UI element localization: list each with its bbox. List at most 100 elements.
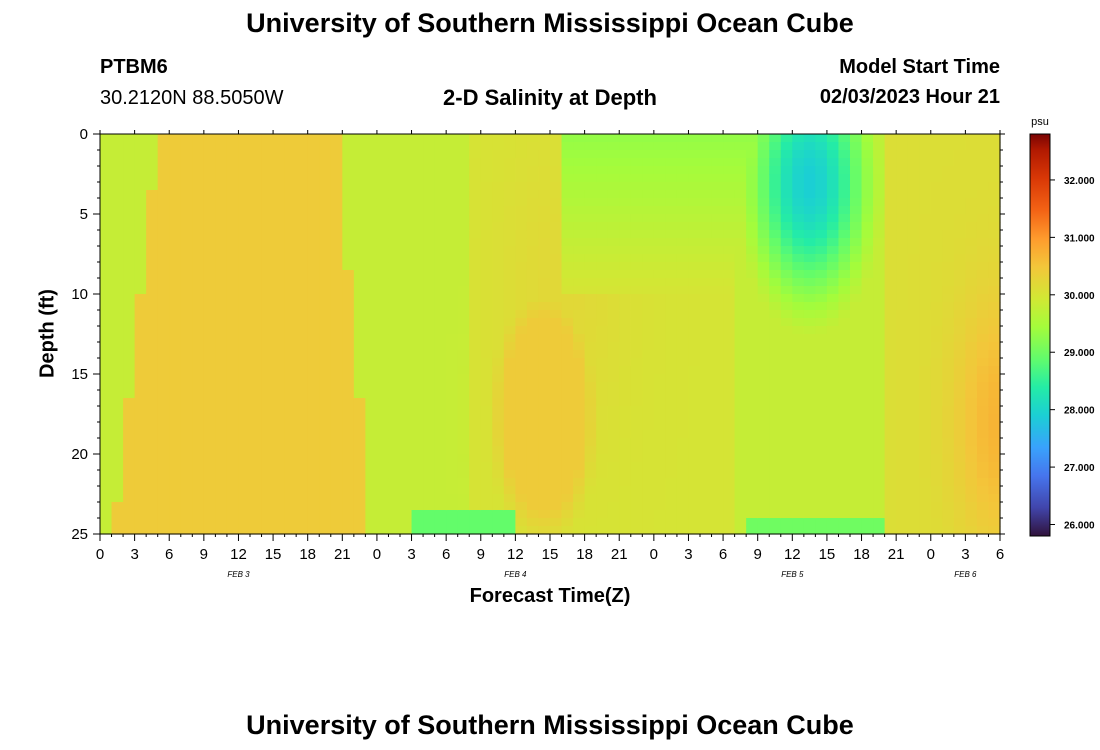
heatmap-cell (561, 302, 574, 311)
heatmap-cell (284, 510, 297, 519)
heatmap-cell (619, 382, 632, 391)
heatmap-cell (503, 486, 516, 495)
heatmap-cell (423, 142, 436, 151)
heatmap-cell (330, 430, 343, 439)
heatmap-cell (342, 246, 355, 255)
heatmap-cell (953, 310, 966, 319)
heatmap-cell (884, 214, 897, 223)
heatmap-cell (330, 262, 343, 271)
heatmap-cell (215, 518, 228, 527)
heatmap-cell (780, 502, 793, 511)
heatmap-cell (100, 190, 113, 199)
heatmap-cell (400, 454, 413, 463)
heatmap-cell (561, 286, 574, 295)
heatmap-cell (146, 254, 159, 263)
heatmap-cell (838, 510, 851, 519)
heatmap-cell (700, 302, 713, 311)
heatmap-cell (480, 310, 493, 319)
heatmap-cell (573, 350, 586, 359)
heatmap-cell (711, 350, 724, 359)
heatmap-cell (723, 302, 736, 311)
heatmap-cell (296, 374, 309, 383)
heatmap-cell (123, 390, 136, 399)
heatmap-cell (423, 462, 436, 471)
heatmap-cell (423, 206, 436, 215)
heatmap-cell (492, 326, 505, 335)
heatmap-cell (711, 214, 724, 223)
heatmap-cell (353, 270, 366, 279)
x-tick-label: 9 (200, 546, 208, 563)
heatmap-cell (250, 454, 263, 463)
heatmap-cell (919, 166, 932, 175)
heatmap-cell (111, 486, 124, 495)
heatmap-cell (861, 398, 874, 407)
heatmap-cell (307, 198, 320, 207)
heatmap-cell (723, 494, 736, 503)
heatmap-cell (169, 518, 182, 527)
heatmap-cell (896, 446, 909, 455)
heatmap-cell (711, 198, 724, 207)
heatmap-cell (700, 334, 713, 343)
heatmap-cell (688, 190, 701, 199)
heatmap-cell (111, 334, 124, 343)
heatmap-cell (434, 270, 447, 279)
heatmap-cell (723, 478, 736, 487)
heatmap-cell (884, 294, 897, 303)
heatmap-cell (388, 510, 401, 519)
heatmap-cell (965, 382, 978, 391)
heatmap-cell (746, 462, 759, 471)
heatmap-cell (215, 398, 228, 407)
heatmap-cell (757, 230, 770, 239)
heatmap-cell (769, 494, 782, 503)
heatmap-cell (792, 470, 805, 479)
heatmap-cell (100, 470, 113, 479)
heatmap-cell (953, 462, 966, 471)
heatmap-cell (100, 518, 113, 527)
heatmap-cell (942, 230, 955, 239)
heatmap-cell (573, 462, 586, 471)
heatmap-cell (642, 446, 655, 455)
heatmap-cell (480, 510, 493, 519)
heatmap-cell (261, 462, 274, 471)
heatmap-cell (284, 382, 297, 391)
heatmap-cell (607, 510, 620, 519)
heatmap-cell (446, 358, 459, 367)
heatmap-cell (169, 414, 182, 423)
heatmap-cell (526, 262, 540, 271)
heatmap-cell (273, 134, 286, 143)
heatmap-cell (700, 246, 713, 255)
heatmap-cell (642, 310, 655, 319)
heatmap-cell (550, 390, 563, 399)
heatmap-cell (607, 318, 620, 327)
heatmap-cell (873, 486, 886, 495)
heatmap-cell (365, 302, 378, 311)
heatmap-cell (100, 510, 113, 519)
heatmap-cell (457, 286, 470, 295)
heatmap-cell (492, 318, 505, 327)
heatmap-cell (365, 422, 378, 431)
heatmap-cell (457, 406, 470, 415)
heatmap-cell (930, 510, 943, 519)
heatmap-cell (307, 182, 320, 191)
heatmap-cell (838, 526, 851, 535)
heatmap-cell (180, 342, 193, 351)
heatmap-cell (838, 190, 851, 199)
heatmap-cell (676, 430, 690, 439)
heatmap-cell (711, 326, 724, 335)
heatmap-cell (307, 238, 320, 247)
heatmap-cell (711, 262, 724, 271)
heatmap-cell (400, 222, 413, 231)
heatmap-cell (561, 358, 574, 367)
heatmap-cell (215, 206, 228, 215)
heatmap-cell (400, 462, 413, 471)
heatmap-cell (319, 190, 332, 199)
heatmap-cell (619, 438, 632, 447)
heatmap-cell (976, 238, 990, 247)
heatmap-cell (607, 446, 620, 455)
heatmap-cell (676, 294, 690, 303)
heatmap-cell (180, 350, 193, 359)
heatmap-cell (515, 190, 528, 199)
heatmap-cell (873, 270, 886, 279)
heatmap-cell (307, 430, 320, 439)
heatmap-cell (780, 510, 793, 519)
